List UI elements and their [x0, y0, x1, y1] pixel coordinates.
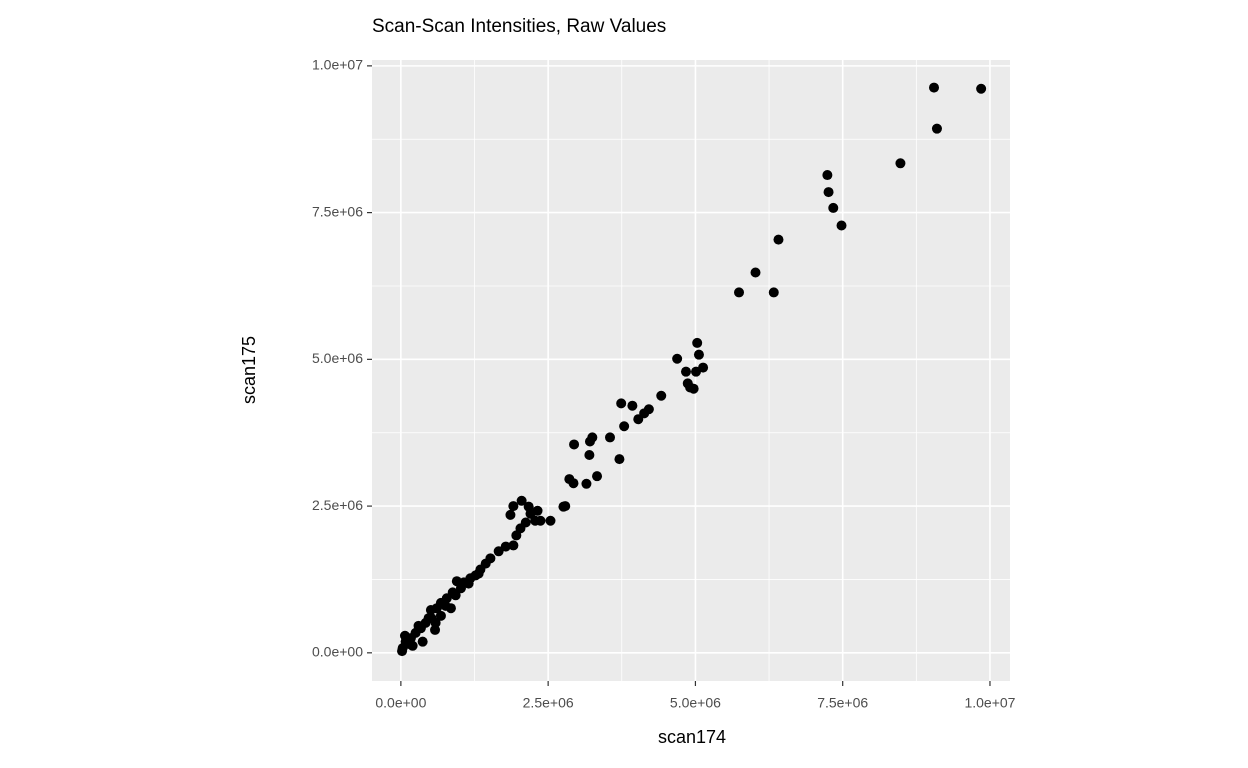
x-tick-label: 2.5e+06: [523, 695, 574, 711]
point: [656, 390, 667, 401]
point: [493, 546, 504, 557]
point: [592, 471, 603, 482]
point: [423, 613, 434, 624]
y-tick-label: 7.5e+06: [312, 203, 363, 219]
point: [413, 620, 424, 631]
x-tick-label: 1.0e+07: [964, 695, 1015, 711]
point: [619, 421, 630, 432]
point: [516, 495, 527, 506]
point: [929, 82, 940, 93]
point: [584, 450, 595, 461]
point: [569, 439, 580, 450]
point: [463, 578, 474, 589]
point: [500, 541, 511, 552]
point: [616, 398, 627, 409]
point: [895, 158, 906, 169]
point: [508, 540, 519, 551]
point: [614, 454, 625, 465]
point: [604, 432, 615, 443]
point: [633, 414, 644, 425]
point: [693, 349, 704, 360]
point: [672, 353, 683, 364]
point: [399, 630, 410, 641]
point: [584, 436, 595, 447]
chart-title: Scan-Scan Intensities, Raw Values: [372, 16, 666, 37]
y-tick-label: 0.0e+00: [312, 644, 363, 660]
point: [511, 530, 522, 541]
point: [397, 646, 408, 657]
point: [430, 617, 441, 628]
point: [692, 337, 703, 348]
point: [836, 220, 847, 231]
y-axis-title: scan175: [239, 336, 259, 404]
point: [581, 478, 592, 489]
point: [680, 366, 691, 377]
point: [691, 366, 702, 377]
point: [525, 508, 536, 519]
point: [508, 501, 519, 512]
point: [688, 383, 699, 394]
x-tick-label: 0.0e+00: [375, 695, 426, 711]
point: [473, 568, 484, 579]
point: [505, 509, 516, 520]
point: [545, 515, 556, 526]
point: [568, 478, 579, 489]
point: [435, 610, 446, 621]
x-tick-label: 5.0e+06: [670, 695, 721, 711]
point: [455, 583, 466, 594]
point: [627, 400, 638, 411]
point: [773, 234, 784, 245]
point: [450, 590, 461, 601]
point: [931, 123, 942, 134]
point: [976, 83, 987, 94]
y-tick-label: 2.5e+06: [312, 497, 363, 513]
point: [822, 170, 833, 181]
point: [823, 187, 834, 198]
x-axis-title: scan174: [658, 727, 726, 747]
point: [425, 604, 436, 615]
point: [445, 603, 456, 614]
point: [530, 515, 541, 526]
x-tick-label: 7.5e+06: [817, 695, 868, 711]
point: [768, 287, 779, 298]
y-tick-label: 1.0e+07: [312, 57, 363, 73]
point: [750, 267, 761, 278]
point: [828, 202, 839, 213]
point: [407, 640, 418, 651]
point: [734, 287, 745, 298]
point: [417, 636, 428, 647]
y-tick-label: 5.0e+06: [312, 350, 363, 366]
point: [560, 501, 571, 512]
